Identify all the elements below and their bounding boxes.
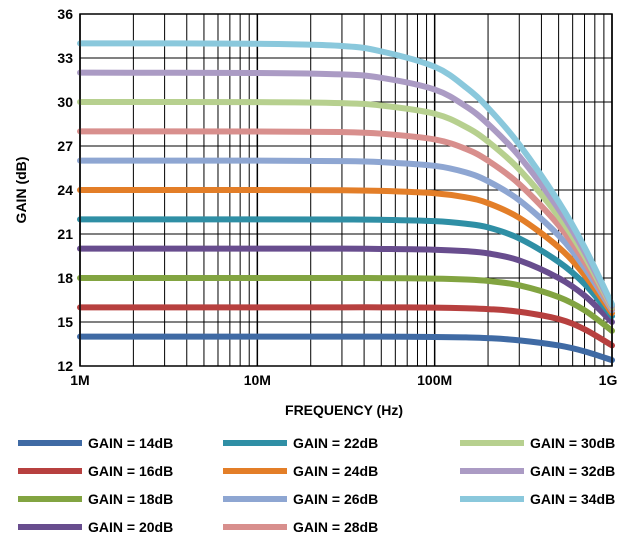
y-tick-label: 30	[57, 94, 73, 110]
y-tick-label: 27	[57, 138, 73, 154]
x-tick-labels: 1M 10M 100M 1G	[70, 372, 617, 388]
series-line-5	[77, 216, 615, 320]
series-line-11	[77, 40, 615, 308]
y-tick-label: 18	[57, 270, 73, 286]
y-tick-label: 21	[57, 226, 73, 242]
series-line-8	[77, 128, 615, 312]
y-tick-label: 24	[57, 182, 73, 198]
series-line-7	[77, 157, 615, 314]
x-axis-title: FREQUENCY (Hz)	[285, 402, 403, 418]
x-tick-label: 10M	[244, 372, 271, 388]
y-tick-labels: 12 15 18 21 24 27 30 33 36	[57, 6, 73, 374]
series-line-10	[77, 69, 615, 309]
y-tick-label: 15	[57, 314, 73, 330]
series-line-9	[77, 99, 615, 311]
series-line-1	[77, 333, 615, 364]
x-tick-label: 100M	[417, 372, 452, 388]
x-tick-label: 1G	[599, 372, 618, 388]
y-tick-label: 33	[57, 50, 73, 66]
plot-frame	[79, 13, 613, 367]
y-tick-label: 36	[57, 6, 73, 22]
y-tick-label: 12	[57, 358, 73, 374]
series-line-4	[77, 245, 615, 325]
series-line-6	[77, 186, 615, 317]
y-axis-title: GAIN (dB)	[13, 157, 29, 224]
x-tick-label: 1M	[70, 372, 89, 388]
series-layer	[77, 40, 615, 364]
series-line-3	[77, 274, 615, 334]
series-line-2	[77, 304, 615, 349]
